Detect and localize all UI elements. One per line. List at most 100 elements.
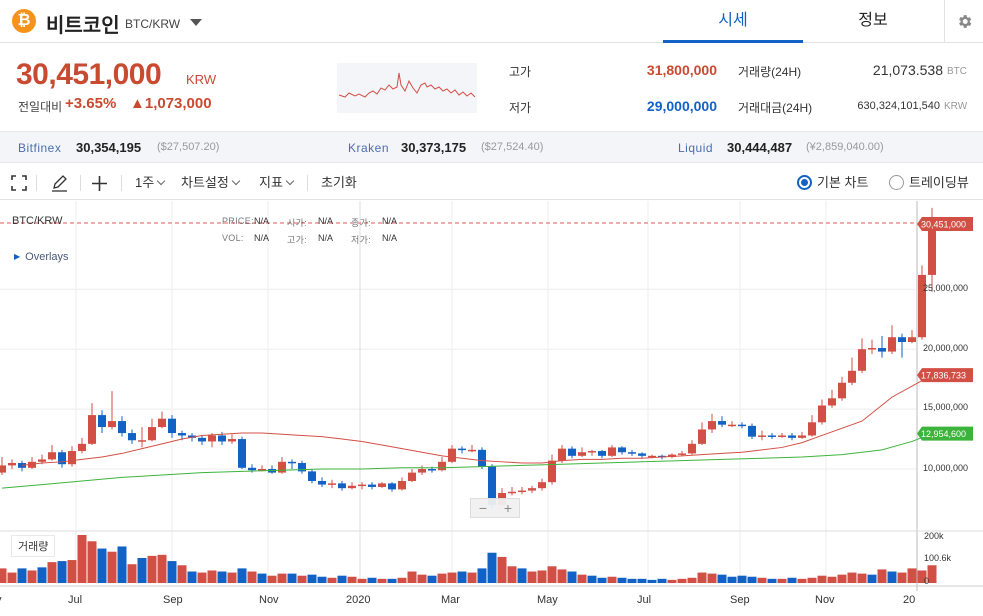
volume-bar (797, 578, 807, 583)
change-percent: +3.65% (65, 95, 117, 112)
volume-bar (677, 578, 687, 583)
settings-button[interactable] (944, 0, 983, 43)
volume-bar (427, 575, 437, 583)
volume-bar (817, 575, 827, 583)
coin-dropdown-icon[interactable] (190, 19, 202, 26)
basic-chart-radio[interactable] (797, 175, 812, 190)
current-price-tag: 30,451,000 (921, 220, 966, 230)
y-tick-label: 25,000,000 (923, 283, 969, 293)
volume-bar (507, 566, 517, 583)
fullscreen-icon[interactable] (11, 175, 27, 191)
tab-quote[interactable]: 시세 (663, 0, 803, 43)
candle-body (888, 337, 896, 352)
volume-bar (517, 568, 527, 583)
volume-bar (27, 570, 37, 583)
volume-bar (227, 572, 237, 583)
overlays-toggle[interactable]: Overlays (14, 251, 68, 263)
volume-bar (437, 573, 447, 583)
candle-body (178, 433, 186, 436)
candle-body (128, 433, 136, 441)
candlestick-chart-svg[interactable]: 30,451,000 17,836,733 12,954,600 (0, 201, 983, 616)
toolbar-divider (36, 175, 37, 191)
volume-bar (317, 576, 327, 583)
price-chart[interactable]: 30,451,000 17,836,733 12,954,600 BTC/KRW O… (0, 201, 983, 616)
candle-body (528, 488, 536, 491)
volume-bar (447, 572, 457, 583)
candle-body (238, 439, 246, 468)
volume-bar (847, 572, 857, 583)
basic-chart-label[interactable]: 기본 차트 (817, 175, 869, 190)
period-dropdown[interactable]: 1주 (135, 166, 164, 200)
volume-bar (887, 571, 897, 583)
candle-body (208, 435, 216, 442)
volume-bar (627, 578, 637, 583)
x-tick-label: 20 (903, 594, 916, 606)
zoom-out-button[interactable]: − (478, 500, 488, 516)
candle-body (838, 382, 846, 399)
info-low-label: 저가: (351, 235, 371, 245)
indicators-dropdown[interactable]: 지표 (259, 166, 293, 200)
candle-body (358, 484, 366, 487)
candle-body (668, 454, 676, 458)
volume-bar (697, 572, 707, 583)
volume-bar (117, 546, 127, 583)
tradingview-radio[interactable] (889, 175, 904, 190)
candle-body (298, 463, 306, 472)
volume-bar (767, 578, 777, 583)
volume-tick-label: 200k (924, 531, 944, 541)
exchange-name: Bitfinex (18, 141, 62, 155)
volume-bar (57, 561, 67, 583)
candle-body (558, 448, 566, 461)
volume-bar (7, 572, 17, 583)
sparkline-chart (337, 63, 477, 113)
moving-average-line-1 (21, 374, 933, 466)
x-tick-label: Jul (637, 594, 652, 606)
candle-body (458, 448, 466, 451)
info-open-value: N/A (318, 216, 334, 226)
volume-bar (477, 568, 487, 583)
candle-body (678, 453, 686, 455)
candle-body (488, 466, 496, 505)
amount-24h-label: 거래대금(24H) (738, 101, 813, 115)
candle-body (168, 418, 176, 434)
volume-bar (837, 574, 847, 583)
candle-body (538, 482, 546, 489)
candle-body (448, 448, 456, 462)
x-tick-label: Sep (730, 594, 750, 606)
chart-settings-dropdown[interactable]: 차트설정 (181, 166, 239, 200)
volume-bar (757, 577, 767, 583)
candle-body (788, 435, 796, 438)
candle-body (288, 461, 296, 464)
volume-bar (237, 568, 247, 583)
volume-bar (137, 557, 147, 583)
volume-bar (47, 562, 57, 583)
pencil-draw-icon[interactable] (51, 175, 68, 192)
volume-bar (397, 577, 407, 583)
candle-body (38, 459, 46, 462)
crosshair-icon[interactable] (92, 176, 107, 191)
current-price-tag-bg (917, 217, 973, 231)
candle-body (258, 469, 266, 471)
candle-body (398, 480, 406, 490)
volume-bar (637, 578, 647, 583)
volume-bar (247, 571, 257, 583)
amount-24h-unit: KRW (944, 101, 968, 112)
candle-body (348, 485, 356, 489)
volume-bar (107, 551, 117, 583)
candle-body (688, 443, 696, 454)
tab-info[interactable]: 정보 (858, 12, 888, 29)
moving-average-line-2 (1, 433, 933, 489)
volume-bar (367, 577, 377, 583)
reset-button[interactable]: 초기화 (321, 175, 357, 190)
candle-body (868, 348, 876, 350)
volume-bar (547, 566, 557, 583)
candle-body (218, 435, 226, 442)
info-low-value: N/A (382, 233, 398, 243)
volume-24h-unit: BTC (947, 66, 967, 77)
tradingview-label[interactable]: 트레이딩뷰 (909, 175, 969, 190)
candle-body (478, 449, 486, 467)
candle-body (598, 451, 606, 456)
zoom-in-button[interactable]: + (503, 500, 513, 516)
info-close-label: 종가: (351, 218, 371, 228)
high-value: 31,800,000 (646, 62, 717, 78)
